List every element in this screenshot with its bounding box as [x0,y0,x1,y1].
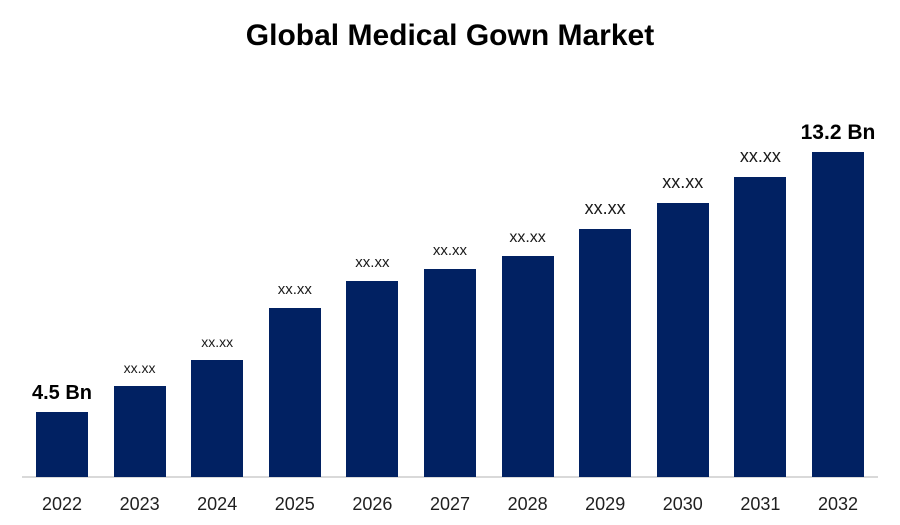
bar-group-2027: xx.xx [411,242,489,477]
bar-2022 [35,412,88,477]
bar-group-2028: xx.xx [489,228,567,477]
value-label-2023: xx.xx [123,360,156,377]
bar-2026 [346,281,399,477]
x-axis-line [22,476,878,478]
value-label-2027: xx.xx [432,242,468,259]
value-label-2031: xx.xx [739,146,781,167]
x-tick-2029: 2029 [585,494,626,514]
bar-group-2029: xx.xx [566,198,644,477]
bar-2031 [734,177,787,477]
value-label-2022: 4.5 Bn [31,382,92,404]
bar-2028 [501,256,554,477]
bar-2029 [579,229,632,477]
bar-group-2032: 13.2 Bn [799,120,877,477]
x-tick-2022: 2022 [41,494,82,514]
x-tick-2032: 2032 [817,494,858,514]
x-tick-2031: 2031 [740,494,781,514]
value-label-2024: xx.xx [201,334,234,351]
value-label-2028: xx.xx [509,228,546,246]
bar-2032 [811,152,864,477]
chart-title: Global Medical Gown Market [245,19,655,52]
x-tick-2030: 2030 [662,494,703,514]
x-tick-2023: 2023 [119,494,160,514]
value-label-2032: 13.2 Bn [800,120,876,144]
value-label-2030: xx.xx [662,172,704,193]
x-tick-2026: 2026 [352,494,393,514]
value-label-2029: xx.xx [584,198,626,219]
bar-group-2025: xx.xx [256,281,334,477]
bar-group-2023: xx.xx [101,360,179,477]
x-tick-2027: 2027 [429,494,470,514]
bar-2024 [191,360,244,477]
value-label-2025: xx.xx [277,281,312,298]
bar-group-2024: xx.xx [178,334,256,477]
x-tick-2028: 2028 [507,494,548,514]
x-tick-2024: 2024 [197,494,238,514]
bar-group-2030: xx.xx [644,172,722,477]
bar-2023 [113,386,166,477]
bar-group-2031: xx.xx [722,146,800,477]
bar-2030 [656,203,709,477]
bar-2027 [423,269,476,477]
bar-group-2026: xx.xx [334,254,412,477]
value-label-2026: xx.xx [355,254,390,271]
x-tick-2025: 2025 [274,494,315,514]
bar-group-2022: 4.5 Bn [23,381,101,477]
bar-2025 [268,308,321,477]
